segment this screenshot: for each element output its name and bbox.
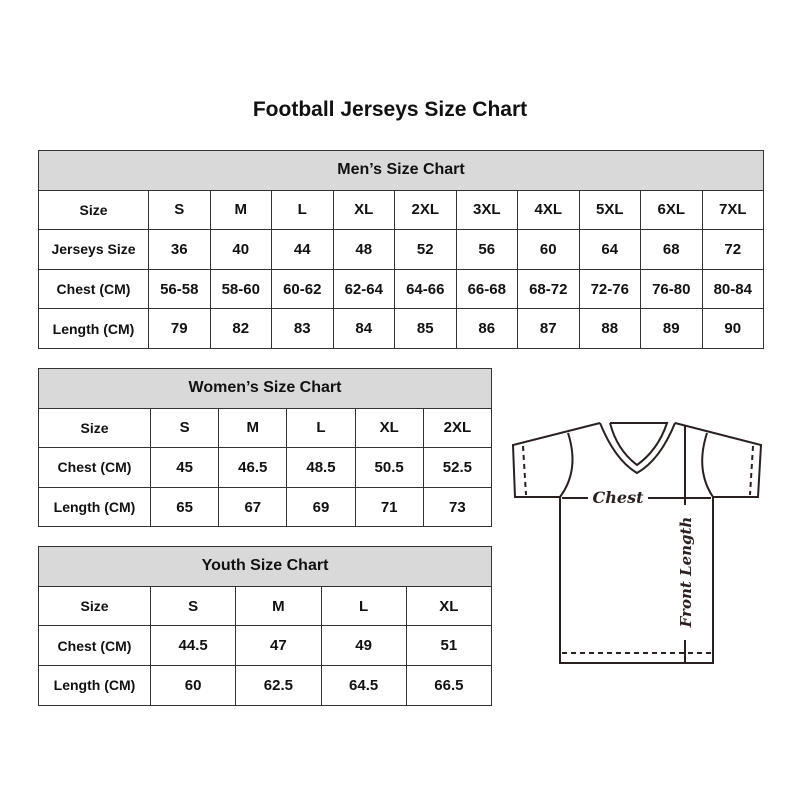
- table-cell: 52: [394, 229, 457, 270]
- table-cell: 4XL: [517, 189, 580, 231]
- mens-size-table: Men’s Size Chart Size S M L XL 2XL 3XL 4XL 5XL 6XL…: [38, 150, 764, 349]
- table-cell: 2XL: [394, 189, 457, 231]
- table-cell: L: [286, 407, 356, 449]
- table-row: Chest (CM) 44.5 47 49 51: [38, 625, 493, 667]
- youth-size-table: Youth Size Chart Size S M L XL Chest (CM) 44.5 4…: [38, 546, 493, 706]
- women-chart-heading: Women’s Size Chart: [38, 368, 492, 409]
- row-label: Length (CM): [38, 665, 151, 706]
- table-cell: 5XL: [578, 189, 641, 231]
- row-label: Length (CM): [38, 308, 149, 349]
- table-cell: 73: [422, 486, 493, 528]
- table-cell: 48: [332, 229, 395, 270]
- table-cell: 44: [271, 229, 334, 270]
- table-cell: M: [218, 407, 288, 449]
- table-cell: 86: [455, 308, 518, 349]
- table-cell: 79: [148, 308, 211, 349]
- table-cell: 46.5: [218, 447, 288, 488]
- row-label: Size: [38, 585, 151, 627]
- table-row: Jerseys Size 36 40 44 48 52 56 60 64 68 72: [38, 229, 764, 270]
- table-cell: XL: [354, 407, 424, 449]
- table-cell: 76-80: [640, 268, 703, 310]
- table-cell: 85: [394, 308, 457, 349]
- table-cell: 3XL: [455, 189, 518, 231]
- table-cell: 58-60: [209, 268, 272, 310]
- chest-label: Chest: [593, 488, 645, 507]
- table-cell: 60-62: [271, 268, 334, 310]
- table-cell: 45: [149, 447, 220, 488]
- table-cell: 47: [235, 625, 322, 667]
- table-cell: 48.5: [286, 447, 356, 488]
- table-cell: 68: [640, 229, 703, 270]
- table-cell: 90: [701, 308, 764, 349]
- row-label: Chest (CM): [38, 268, 149, 310]
- table-cell: 88: [578, 308, 641, 349]
- table-cell: L: [320, 585, 407, 627]
- table-cell: 80-84: [701, 268, 764, 310]
- table-cell: 72-76: [578, 268, 641, 310]
- jersey-diagram: Chest Front Length: [511, 422, 763, 664]
- table-row: Length (CM) 65 67 69 71 73: [38, 486, 493, 528]
- table-cell: 69: [286, 486, 356, 528]
- table-cell: 82: [209, 308, 272, 349]
- table-cell: 64-66: [394, 268, 457, 310]
- table-cell: 49: [320, 625, 407, 667]
- table-cell: 64.5: [320, 665, 407, 706]
- table-cell: 83: [271, 308, 334, 349]
- table-cell: 87: [517, 308, 580, 349]
- table-cell: 89: [640, 308, 703, 349]
- table-cell: M: [209, 189, 272, 231]
- table-row: Size S M L XL: [38, 585, 493, 627]
- row-label: Size: [38, 407, 151, 449]
- table-row: Size S M L XL 2XL: [38, 407, 493, 449]
- table-cell: 50.5: [354, 447, 424, 488]
- front-length-label: Front Length: [677, 517, 695, 629]
- table-cell: 7XL: [701, 189, 764, 231]
- table-cell: 2XL: [422, 407, 493, 449]
- row-label: Chest (CM): [38, 447, 151, 488]
- table-cell: 67: [218, 486, 288, 528]
- youth-chart-heading: Youth Size Chart: [38, 546, 492, 587]
- table-cell: 44.5: [149, 625, 237, 667]
- table-cell: 56: [455, 229, 518, 270]
- table-cell: 84: [332, 308, 395, 349]
- table-cell: 60: [149, 665, 237, 706]
- table-cell: 62.5: [235, 665, 322, 706]
- table-cell: 52.5: [422, 447, 493, 488]
- table-row: Size S M L XL 2XL 3XL 4XL 5XL 6XL 7XL: [38, 189, 764, 231]
- row-label: Chest (CM): [38, 625, 151, 667]
- table-cell: 56-58: [148, 268, 211, 310]
- table-cell: M: [235, 585, 322, 627]
- table-cell: 60: [517, 229, 580, 270]
- row-label: Length (CM): [38, 486, 151, 528]
- row-label: Size: [38, 189, 149, 231]
- table-cell: XL: [405, 585, 493, 627]
- table-cell: 66-68: [455, 268, 518, 310]
- womens-size-table: Women’s Size Chart Size S M L XL 2XL Chest (CM)…: [38, 368, 493, 528]
- table-cell: 64: [578, 229, 641, 270]
- table-cell: 36: [148, 229, 211, 270]
- table-cell: 51: [405, 625, 493, 667]
- row-label: Jerseys Size: [38, 229, 149, 270]
- table-cell: S: [149, 585, 237, 627]
- table-cell: 72: [701, 229, 764, 270]
- table-cell: 65: [149, 486, 220, 528]
- table-cell: 68-72: [517, 268, 580, 310]
- table-row: Length (CM) 60 62.5 64.5 66.5: [38, 665, 493, 706]
- table-cell: 71: [354, 486, 424, 528]
- men-chart-heading: Men’s Size Chart: [38, 150, 764, 191]
- table-cell: 6XL: [640, 189, 703, 231]
- table-cell: S: [148, 189, 211, 231]
- table-row: Chest (CM) 45 46.5 48.5 50.5 52.5: [38, 447, 493, 488]
- table-cell: S: [149, 407, 220, 449]
- table-cell: 66.5: [405, 665, 493, 706]
- table-cell: 40: [209, 229, 272, 270]
- table-cell: 62-64: [332, 268, 395, 310]
- page-title: Football Jerseys Size Chart: [252, 98, 528, 121]
- table-cell: L: [271, 189, 334, 231]
- table-cell: XL: [332, 189, 395, 231]
- table-row: Length (CM) 79 82 83 84 85 86 87 88 89 90: [38, 308, 764, 349]
- table-row: Chest (CM) 56-58 58-60 60-62 62-64 64-66 66-68…: [38, 268, 764, 310]
